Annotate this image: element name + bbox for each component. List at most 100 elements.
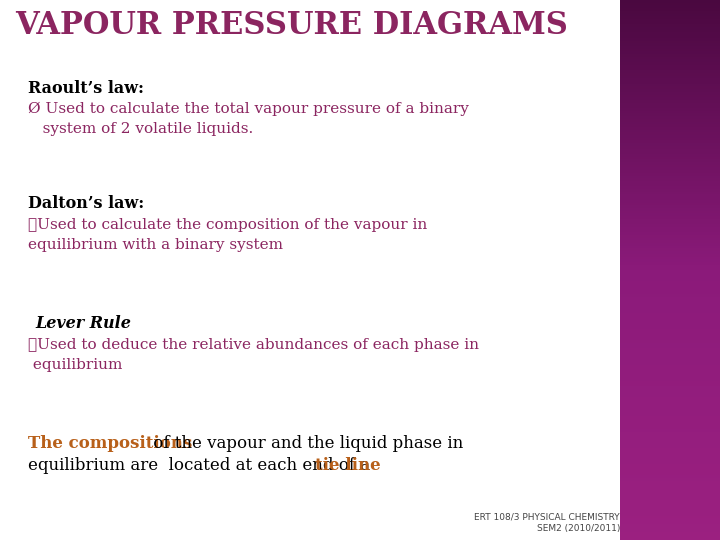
- Bar: [620, 3, 720, 5]
- Bar: [620, 46, 720, 49]
- Bar: [620, 508, 720, 510]
- Bar: [620, 532, 720, 535]
- Bar: [620, 92, 720, 94]
- Bar: [620, 338, 720, 340]
- Bar: [620, 19, 720, 22]
- Bar: [620, 308, 720, 310]
- Bar: [620, 529, 720, 532]
- Bar: [620, 238, 720, 240]
- Bar: [620, 62, 720, 65]
- Bar: [620, 475, 720, 478]
- Bar: [620, 348, 720, 351]
- Text: The compositions: The compositions: [28, 435, 192, 452]
- Bar: [620, 251, 720, 254]
- Bar: [620, 518, 720, 521]
- Bar: [620, 432, 720, 435]
- Bar: [620, 335, 720, 338]
- Bar: [620, 30, 720, 32]
- Bar: [620, 448, 720, 451]
- Bar: [620, 294, 720, 297]
- Bar: [620, 76, 720, 78]
- Bar: [620, 265, 720, 267]
- Bar: [620, 200, 720, 202]
- Bar: [620, 440, 720, 443]
- Bar: [620, 400, 720, 402]
- Bar: [620, 378, 720, 381]
- Bar: [620, 443, 720, 445]
- Bar: [620, 105, 720, 108]
- Bar: [620, 302, 720, 305]
- Bar: [620, 176, 720, 178]
- Text: equilibrium are  located at each end of a: equilibrium are located at each end of a: [28, 457, 375, 474]
- Bar: [620, 8, 720, 11]
- Bar: [620, 364, 720, 367]
- Bar: [620, 243, 720, 246]
- Bar: [620, 103, 720, 105]
- Bar: [620, 140, 720, 143]
- Bar: [620, 108, 720, 111]
- Bar: [620, 205, 720, 208]
- Bar: [620, 230, 720, 232]
- Bar: [620, 100, 720, 103]
- Bar: [620, 57, 720, 59]
- Bar: [620, 394, 720, 397]
- Bar: [620, 446, 720, 448]
- Bar: [620, 275, 720, 278]
- Bar: [620, 313, 720, 316]
- Bar: [620, 332, 720, 335]
- Bar: [620, 43, 720, 46]
- Bar: [620, 0, 720, 3]
- Bar: [620, 111, 720, 113]
- Bar: [620, 240, 720, 243]
- Bar: [620, 389, 720, 392]
- Bar: [620, 451, 720, 454]
- Bar: [620, 383, 720, 386]
- Bar: [620, 227, 720, 229]
- Text: Raoult’s law:: Raoult’s law:: [28, 80, 144, 97]
- Bar: [620, 157, 720, 159]
- Bar: [620, 86, 720, 89]
- Bar: [620, 40, 720, 43]
- Bar: [620, 535, 720, 537]
- Bar: [620, 362, 720, 364]
- Text: Dalton’s law:: Dalton’s law:: [28, 195, 144, 212]
- Text: ERT 108/3 PHYSICAL CHEMISTRY
SEM2 (2010/2011): ERT 108/3 PHYSICAL CHEMISTRY SEM2 (2010/…: [474, 512, 620, 533]
- Bar: [620, 97, 720, 100]
- Bar: [620, 346, 720, 348]
- Bar: [620, 49, 720, 51]
- Bar: [620, 148, 720, 151]
- Bar: [620, 327, 720, 329]
- Bar: [620, 208, 720, 211]
- Bar: [620, 459, 720, 462]
- Text: Ø Used to calculate the total vapour pressure of a binary
   system of 2 volatil: Ø Used to calculate the total vapour pre…: [28, 102, 469, 136]
- Bar: [620, 173, 720, 176]
- Bar: [620, 526, 720, 529]
- Bar: [620, 202, 720, 205]
- Bar: [620, 89, 720, 92]
- Bar: [620, 262, 720, 265]
- Bar: [620, 429, 720, 432]
- Bar: [620, 159, 720, 162]
- Bar: [620, 5, 720, 8]
- Bar: [620, 464, 720, 467]
- Bar: [620, 286, 720, 289]
- Bar: [620, 51, 720, 54]
- Bar: [620, 35, 720, 38]
- Bar: [620, 78, 720, 81]
- Bar: [620, 194, 720, 197]
- Bar: [620, 316, 720, 319]
- Bar: [620, 259, 720, 262]
- Bar: [620, 235, 720, 238]
- Bar: [620, 435, 720, 437]
- Bar: [620, 170, 720, 173]
- Bar: [620, 132, 720, 135]
- Bar: [620, 38, 720, 40]
- Bar: [620, 524, 720, 526]
- Bar: [620, 500, 720, 502]
- Bar: [620, 113, 720, 116]
- Text: VAPOUR PRESSURE DIAGRAMS: VAPOUR PRESSURE DIAGRAMS: [15, 10, 568, 41]
- Bar: [620, 14, 720, 16]
- Bar: [620, 84, 720, 86]
- Bar: [620, 281, 720, 284]
- Bar: [620, 300, 720, 302]
